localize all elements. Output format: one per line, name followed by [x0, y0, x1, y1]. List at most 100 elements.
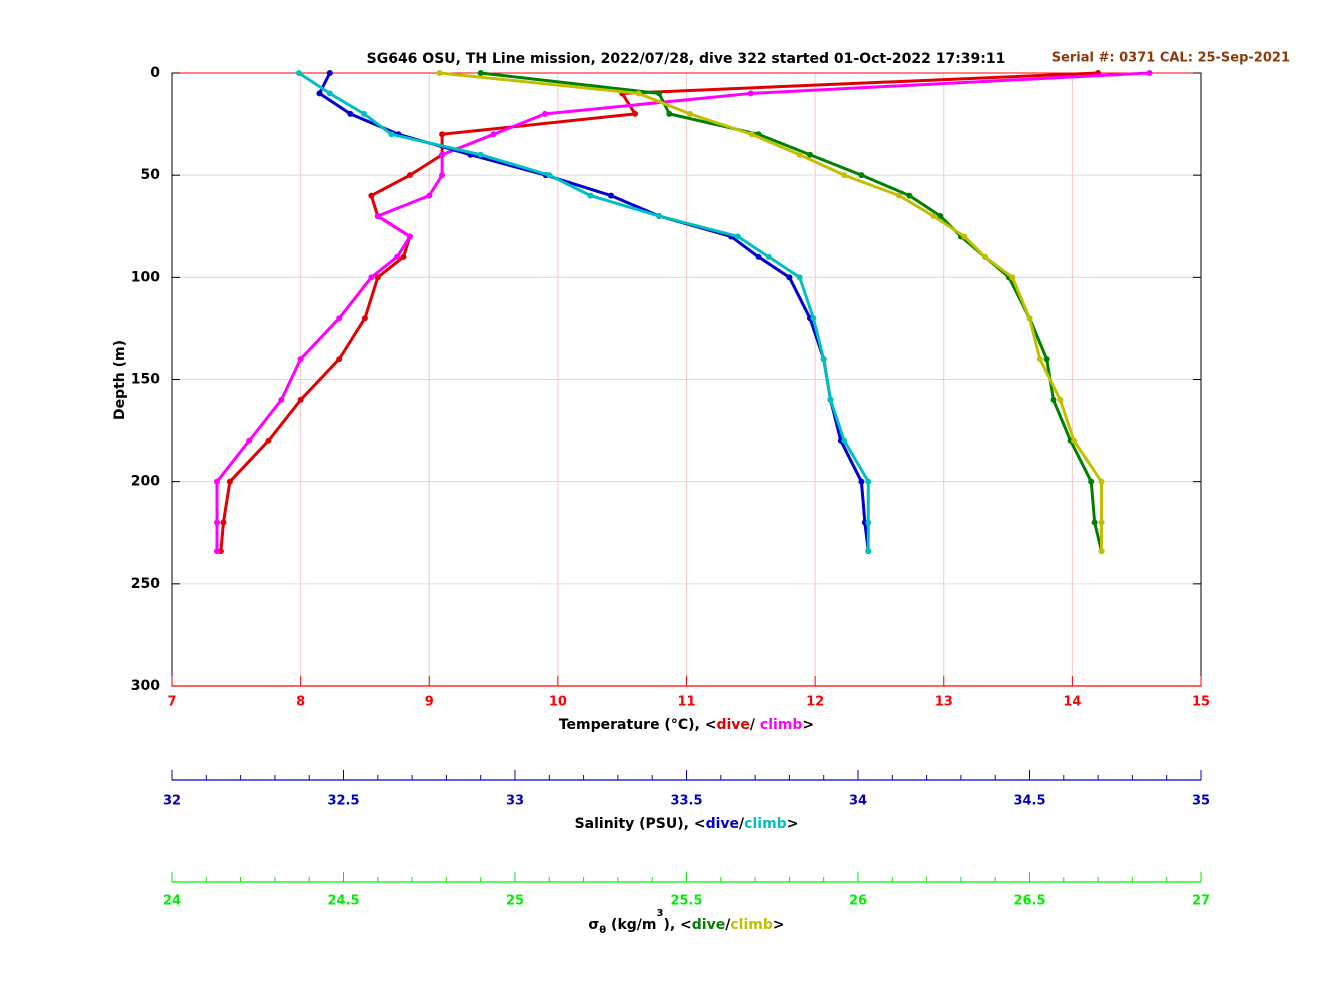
data-point: [747, 90, 754, 97]
x-tick-label: 11: [677, 695, 695, 710]
x-axis-label: Temperature (°C), <dive/ climb>: [559, 717, 814, 733]
profile-line: [298, 71, 870, 552]
label-part: (kg/m: [606, 917, 656, 933]
y-tick-label: 150: [131, 372, 160, 388]
data-point: [841, 172, 848, 179]
annotation: Serial #: 0371 CAL: 25-Sep-2021: [1052, 51, 1290, 66]
profile-line: [480, 71, 1103, 552]
data-point: [608, 192, 615, 199]
data-point: [406, 233, 413, 240]
data-point: [336, 356, 343, 363]
data-point: [477, 70, 484, 76]
data-point: [765, 253, 772, 260]
data-point: [865, 478, 872, 485]
data-point: [841, 437, 848, 444]
data-point: [1071, 437, 1078, 444]
data-point: [755, 253, 762, 260]
label-part: σ: [588, 917, 599, 933]
data-point: [906, 192, 913, 199]
label-sep: /: [750, 717, 760, 733]
label-part: 3: [656, 908, 663, 919]
data-point: [361, 315, 368, 322]
chart-title: SG646 OSU, TH Line mission, 2022/07/28, …: [367, 51, 1006, 67]
x-tick-label: 35: [1192, 794, 1210, 809]
data-point: [806, 151, 813, 158]
data-point: [635, 90, 642, 97]
y-tick-label: 250: [131, 576, 160, 592]
data-point: [265, 437, 272, 444]
y-tick-label: 100: [131, 269, 160, 285]
label-part: θ: [599, 925, 606, 936]
data-point: [1146, 70, 1153, 76]
legend-entry: dive: [706, 816, 739, 832]
data-point: [406, 172, 413, 179]
x-tick-label: 34: [849, 794, 867, 809]
label-sep: /: [739, 816, 745, 832]
legend-entry: climb: [760, 717, 803, 733]
x-tick-label: 24: [163, 894, 181, 909]
data-point: [656, 90, 663, 97]
data-point: [439, 151, 446, 158]
x-tick-label: 13: [935, 695, 953, 710]
legend-entry: climb: [744, 816, 787, 832]
y-tick-label: 300: [131, 678, 160, 694]
data-point: [686, 110, 693, 117]
data-point: [361, 110, 368, 117]
data-point: [316, 90, 323, 97]
profile-line: [439, 71, 1104, 552]
data-point: [546, 172, 553, 179]
data-point: [490, 131, 497, 138]
data-point: [214, 548, 221, 555]
y-axis-label: Depth (m): [112, 340, 128, 420]
data-point: [961, 233, 968, 240]
data-point: [858, 172, 865, 179]
legend-entry: climb: [730, 917, 773, 933]
label-part: Temperature (°C), <: [559, 717, 717, 733]
data-point: [436, 70, 443, 76]
data-point: [542, 110, 549, 117]
profile-line: [215, 71, 1150, 552]
data-point: [1009, 274, 1016, 281]
data-point: [937, 213, 944, 220]
x-tick-label: 10: [549, 695, 567, 710]
label-end: >: [773, 917, 785, 933]
label-part: Salinity (PSU), <: [575, 816, 706, 832]
data-point: [734, 233, 741, 240]
data-point: [820, 356, 827, 363]
y-tick-label: 200: [131, 474, 160, 490]
x-tick-label: 7: [167, 695, 176, 710]
x-tick-label: 26.5: [1013, 894, 1045, 909]
profile-line: [317, 72, 870, 552]
x-tick-label: 26: [849, 894, 867, 909]
y-tick-label: 50: [141, 167, 161, 183]
data-point: [1057, 396, 1064, 403]
x-tick-label: 24.5: [327, 894, 359, 909]
data-point: [368, 192, 375, 199]
data-point: [220, 519, 227, 526]
data-point: [930, 213, 937, 220]
data-point: [796, 151, 803, 158]
data-point: [368, 274, 375, 281]
data-point: [226, 478, 233, 485]
data-point: [214, 519, 221, 526]
x-tick-label: 9: [425, 695, 434, 710]
data-point: [748, 131, 755, 138]
x-tick-label: 15: [1192, 695, 1210, 710]
data-point: [326, 90, 333, 97]
x-tick-label: 32: [163, 794, 181, 809]
data-point: [981, 253, 988, 260]
data-point: [374, 274, 381, 281]
data-point: [326, 70, 333, 76]
data-point: [426, 192, 433, 199]
data-point: [1091, 519, 1098, 526]
data-point: [439, 131, 446, 138]
x-tick-label: 8: [296, 695, 305, 710]
x-tick-label: 33.5: [670, 794, 702, 809]
label-sep: /: [725, 917, 731, 933]
x-tick-label: 32.5: [327, 794, 359, 809]
profile-line: [219, 71, 1099, 552]
data-point: [246, 437, 253, 444]
data-point: [858, 478, 865, 485]
label-end: >: [802, 717, 814, 733]
data-point: [1098, 478, 1105, 485]
